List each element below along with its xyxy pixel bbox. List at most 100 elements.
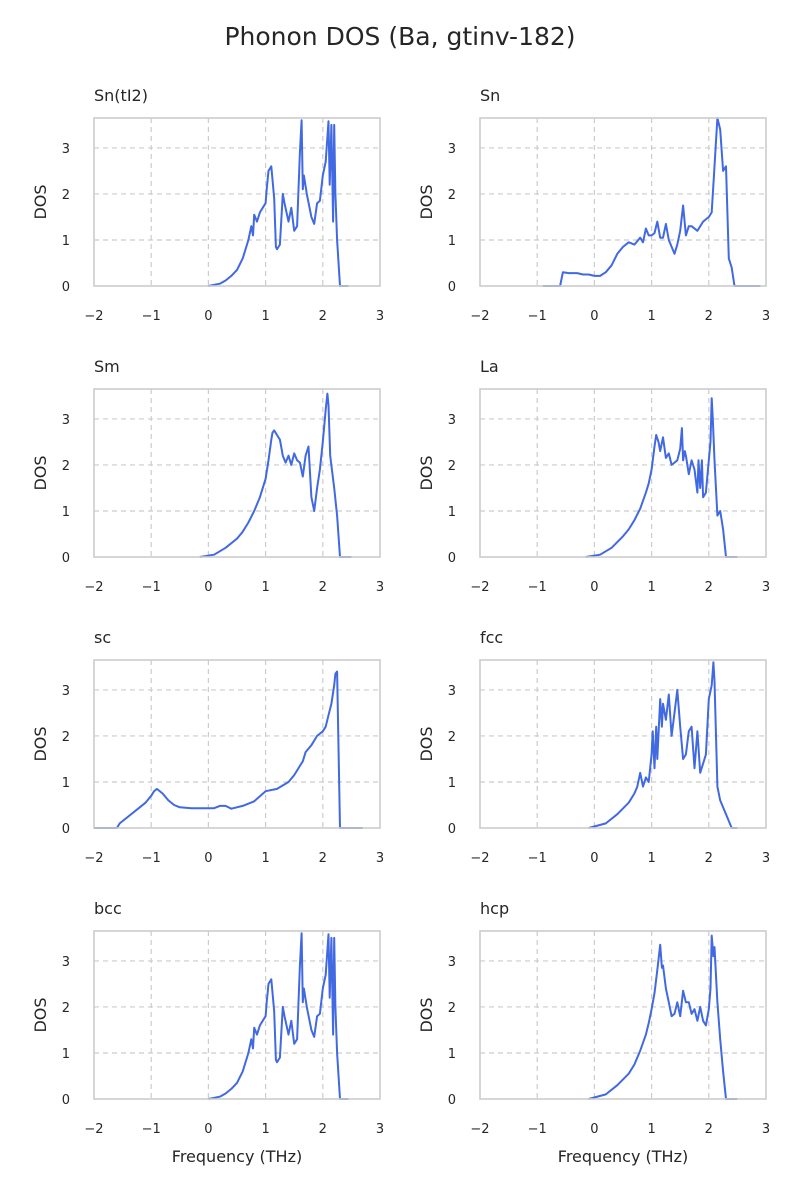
x-tick-label: 3 <box>762 851 770 866</box>
x-tick-label: 3 <box>376 309 384 324</box>
y-tick-label: 1 <box>448 776 456 791</box>
panel-title: sc <box>94 628 111 647</box>
x-tick-label: 3 <box>376 851 384 866</box>
x-tick-label: −1 <box>142 851 161 866</box>
x-axis-label: Frequency (THz) <box>172 1147 302 1166</box>
x-tick-label: 2 <box>319 1122 327 1137</box>
y-tick-label: 3 <box>62 684 70 699</box>
panel-bcc: bcc −2 −1 0 1 2 3 0 1 2 3 DOS Frequency (THz) <box>31 899 384 1166</box>
x-tick-label: 1 <box>647 851 655 866</box>
x-tick-label: 0 <box>204 580 212 595</box>
x-tick-label: −1 <box>142 309 161 324</box>
x-tick-label: 0 <box>204 851 212 866</box>
dos-line <box>94 670 363 829</box>
y-tick-label: 2 <box>62 730 70 745</box>
x-tick-label: −2 <box>470 1122 489 1137</box>
y-tick-label: 0 <box>62 280 70 295</box>
panel-title: Sn(tI2) <box>94 86 148 105</box>
dos-line <box>208 119 349 287</box>
y-tick-label: 2 <box>448 188 456 203</box>
x-tick-label: 2 <box>319 580 327 595</box>
x-tick-label: 0 <box>204 309 212 324</box>
x-tick-label: 0 <box>590 851 598 866</box>
x-tick-label: 3 <box>376 1122 384 1137</box>
y-tick-label: 3 <box>448 955 456 970</box>
y-tick-label: 2 <box>62 188 70 203</box>
panel-hcp: hcp −2 −1 0 1 2 3 0 1 2 3 DOS Frequency (THz) <box>417 899 770 1166</box>
y-tick-label: 2 <box>448 730 456 745</box>
y-tick-label: 1 <box>62 234 70 249</box>
y-tick-label: 2 <box>62 1001 70 1016</box>
y-axis-label: DOS <box>31 184 50 219</box>
y-tick-label: 0 <box>448 1093 456 1108</box>
x-tick-label: −1 <box>142 1122 161 1137</box>
y-tick-label: 1 <box>62 1047 70 1062</box>
x-tick-label: −1 <box>528 580 547 595</box>
y-axis-label: DOS <box>417 184 436 219</box>
panel-sm: Sm −2 −1 0 1 2 3 0 1 2 3 DOS <box>31 357 384 595</box>
y-axis-label: DOS <box>417 726 436 761</box>
x-tick-label: −2 <box>84 851 103 866</box>
y-tick-label: 1 <box>448 234 456 249</box>
panel-sn: Sn −2 −1 0 1 2 3 0 1 2 3 DOS <box>417 86 770 324</box>
dos-line <box>199 392 352 558</box>
x-tick-label: 1 <box>647 580 655 595</box>
x-tick-label: −1 <box>528 1122 547 1137</box>
panel-sc: sc −2 −1 0 1 2 3 0 1 2 3 DOS <box>31 628 384 866</box>
x-tick-label: 3 <box>762 580 770 595</box>
x-tick-label: −1 <box>142 580 161 595</box>
y-tick-label: 0 <box>448 551 456 566</box>
axes-frame <box>479 930 767 1100</box>
axes-frame <box>93 388 381 558</box>
panel-fcc: fcc −2 −1 0 1 2 3 0 1 2 3 DOS <box>417 628 770 866</box>
y-tick-label: 0 <box>448 280 456 295</box>
y-axis-label: DOS <box>417 997 436 1032</box>
y-tick-label: 3 <box>62 142 70 157</box>
y-tick-label: 3 <box>62 955 70 970</box>
x-tick-label: 0 <box>590 1122 598 1137</box>
x-tick-label: −2 <box>470 851 489 866</box>
x-tick-label: −1 <box>528 309 547 324</box>
y-tick-label: 0 <box>62 822 70 837</box>
y-tick-label: 2 <box>448 459 456 474</box>
panel-sn-ti2-: Sn(tI2) −2 −1 0 1 2 3 0 1 2 3 DOS <box>31 86 384 324</box>
x-tick-label: 2 <box>319 309 327 324</box>
panel-title: La <box>480 357 499 376</box>
axes-frame <box>479 388 767 558</box>
y-tick-label: 1 <box>62 505 70 520</box>
dos-line <box>542 117 761 287</box>
x-tick-label: 1 <box>261 309 269 324</box>
x-tick-label: 2 <box>705 851 713 866</box>
y-tick-label: 0 <box>448 822 456 837</box>
y-tick-label: 2 <box>62 459 70 474</box>
y-tick-label: 1 <box>62 776 70 791</box>
y-tick-label: 1 <box>448 505 456 520</box>
x-tick-label: 3 <box>762 1122 770 1137</box>
x-tick-label: 2 <box>705 309 713 324</box>
axes-frame <box>93 930 381 1100</box>
panel-title: bcc <box>94 899 122 918</box>
y-axis-label: DOS <box>417 455 436 490</box>
y-tick-label: 3 <box>448 413 456 428</box>
x-tick-label: 1 <box>261 1122 269 1137</box>
panel-la: La −2 −1 0 1 2 3 0 1 2 3 DOS <box>417 357 770 595</box>
dos-line <box>588 934 738 1100</box>
y-tick-label: 3 <box>448 684 456 699</box>
x-tick-label: 1 <box>261 851 269 866</box>
axes-frame <box>93 117 381 287</box>
y-tick-label: 0 <box>62 551 70 566</box>
y-tick-label: 2 <box>448 1001 456 1016</box>
panel-title: Sm <box>94 357 120 376</box>
x-tick-label: 2 <box>705 580 713 595</box>
y-axis-label: DOS <box>31 455 50 490</box>
x-tick-label: −2 <box>84 1122 103 1137</box>
dos-line <box>585 397 738 558</box>
x-tick-label: −2 <box>470 580 489 595</box>
axes-frame <box>93 659 381 829</box>
x-tick-label: 3 <box>376 580 384 595</box>
x-tick-label: −2 <box>470 309 489 324</box>
panel-title: hcp <box>480 899 509 918</box>
x-tick-label: 2 <box>705 1122 713 1137</box>
y-tick-label: 3 <box>448 142 456 157</box>
